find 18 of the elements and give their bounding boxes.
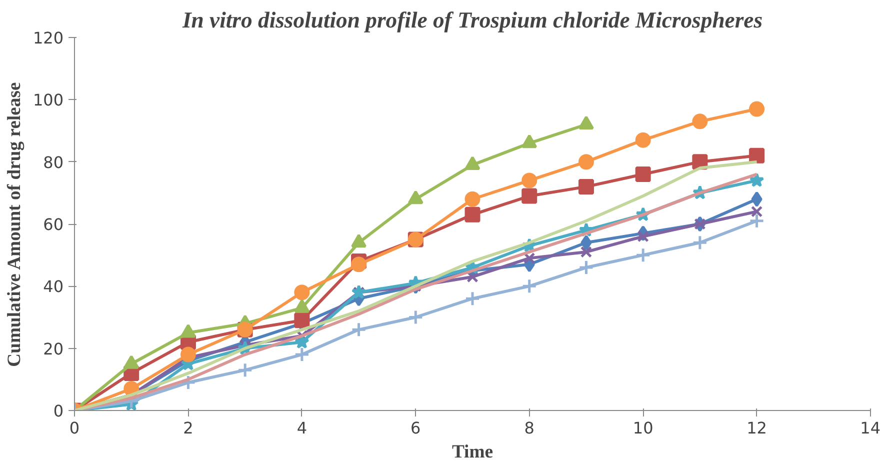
x-tick-label: 14 — [860, 418, 880, 438]
x-tick-label: 8 — [524, 418, 534, 438]
y-tick-label: 100 — [32, 90, 64, 110]
x-tick-label: 2 — [183, 418, 194, 438]
chart-title: In vitro dissolution profile of Trospium chloride Microspheres — [181, 8, 763, 32]
x-tick-label: 0 — [69, 418, 80, 438]
y-tick-label: 120 — [32, 28, 64, 48]
x-tick-label: 10 — [632, 418, 654, 438]
y-tick-label: 0 — [53, 402, 64, 420]
x-tick-label: 12 — [746, 418, 767, 438]
y-tick-label: 20 — [43, 339, 64, 358]
y-tick-label: 60 — [43, 215, 64, 234]
y-tick-label: 40 — [43, 277, 64, 296]
y-tick-label: 80 — [43, 152, 64, 172]
x-tick-label: 6 — [410, 418, 421, 438]
y-axis-title: Cumulative Amount of drug release — [4, 82, 25, 367]
x-axis-title: Time — [452, 442, 494, 462]
x-tick-label: 4 — [296, 418, 308, 438]
